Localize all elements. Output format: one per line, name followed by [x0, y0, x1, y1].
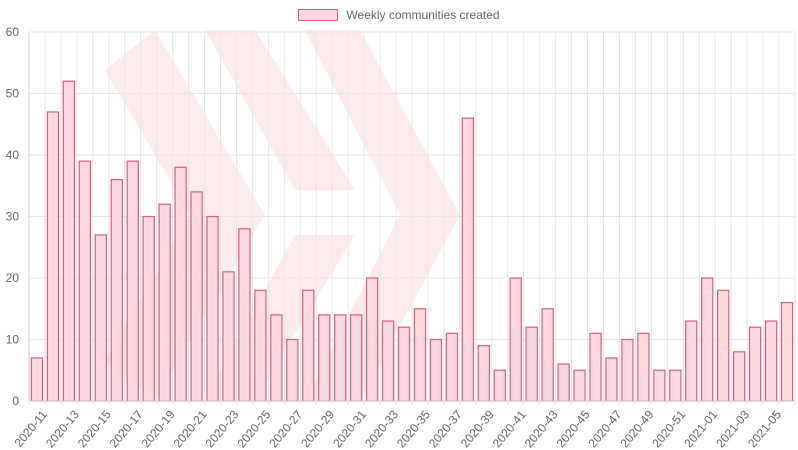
bar-2020-25[interactable] [254, 289, 267, 402]
bar-2020-30[interactable] [334, 314, 347, 402]
bar-2020-44[interactable] [557, 363, 570, 402]
bar-2020-16[interactable] [110, 179, 123, 402]
bar-2021-04[interactable] [748, 326, 762, 402]
bar-2020-42[interactable] [525, 326, 538, 402]
bar-2020-21[interactable] [190, 191, 203, 402]
bar-2020-28[interactable] [302, 289, 315, 402]
watermark-bar-top [205, 30, 355, 190]
bar-2020-52[interactable] [685, 320, 698, 402]
legend[interactable]: Weekly communities created [0, 6, 798, 24]
bar-2020-34[interactable] [397, 326, 411, 402]
bar-2020-26[interactable] [270, 314, 283, 402]
bar-2020-50[interactable] [653, 369, 666, 402]
y-tick-label: 30 [6, 210, 20, 224]
bar-2020-41[interactable] [509, 277, 522, 402]
bar-2021-05[interactable] [764, 320, 778, 402]
legend-label: Weekly communities created [346, 8, 500, 22]
bar-2020-11[interactable] [30, 357, 44, 402]
bar-2020-13[interactable] [62, 80, 76, 402]
bar-2021-02[interactable] [716, 289, 730, 402]
bar-2020-43[interactable] [541, 308, 554, 402]
bar-2020-51[interactable] [669, 369, 682, 402]
bar-2020-17[interactable] [126, 160, 139, 402]
y-tick-label: 0 [12, 394, 19, 408]
x-tick-label: 2021-05 [745, 407, 784, 450]
y-tick-label: 40 [6, 148, 20, 162]
bar-2021-01[interactable] [701, 277, 714, 402]
bar-2020-20[interactable] [174, 166, 187, 402]
bar-2020-12[interactable] [46, 111, 60, 402]
bar-2021-03[interactable] [732, 351, 746, 402]
bar-2020-24[interactable] [238, 228, 251, 402]
y-tick-label: 60 [6, 25, 20, 39]
bar-2020-29[interactable] [318, 314, 331, 402]
bar-2020-40[interactable] [493, 369, 506, 402]
bar-2021-06[interactable] [780, 302, 794, 402]
bar-2020-32[interactable] [365, 277, 379, 402]
bar-2020-38[interactable] [461, 117, 475, 402]
bar-2020-36[interactable] [429, 338, 443, 402]
bar-2020-22[interactable] [206, 215, 219, 402]
bar-2020-47[interactable] [605, 357, 618, 402]
grid [28, 31, 796, 405]
bar-2020-45[interactable] [573, 369, 586, 402]
bar-2020-33[interactable] [381, 320, 395, 402]
y-tick-label: 50 [6, 87, 20, 101]
bar-2020-49[interactable] [637, 332, 650, 402]
bar-2020-27[interactable] [286, 338, 299, 402]
bar-2020-39[interactable] [477, 345, 491, 402]
bar-2020-18[interactable] [142, 215, 155, 402]
y-tick-label: 20 [6, 271, 20, 285]
y-tick-label: 10 [6, 333, 20, 347]
bar-2020-19[interactable] [158, 203, 171, 402]
bar-2020-48[interactable] [621, 338, 634, 402]
bar-2020-15[interactable] [94, 234, 108, 402]
bar-2020-31[interactable] [349, 314, 363, 402]
bar-2020-14[interactable] [78, 160, 92, 402]
bar-2020-37[interactable] [445, 332, 459, 402]
bar-2020-23[interactable] [222, 271, 235, 402]
bar-2020-35[interactable] [413, 308, 427, 402]
bar-2020-46[interactable] [589, 332, 602, 402]
legend-swatch [298, 9, 339, 21]
